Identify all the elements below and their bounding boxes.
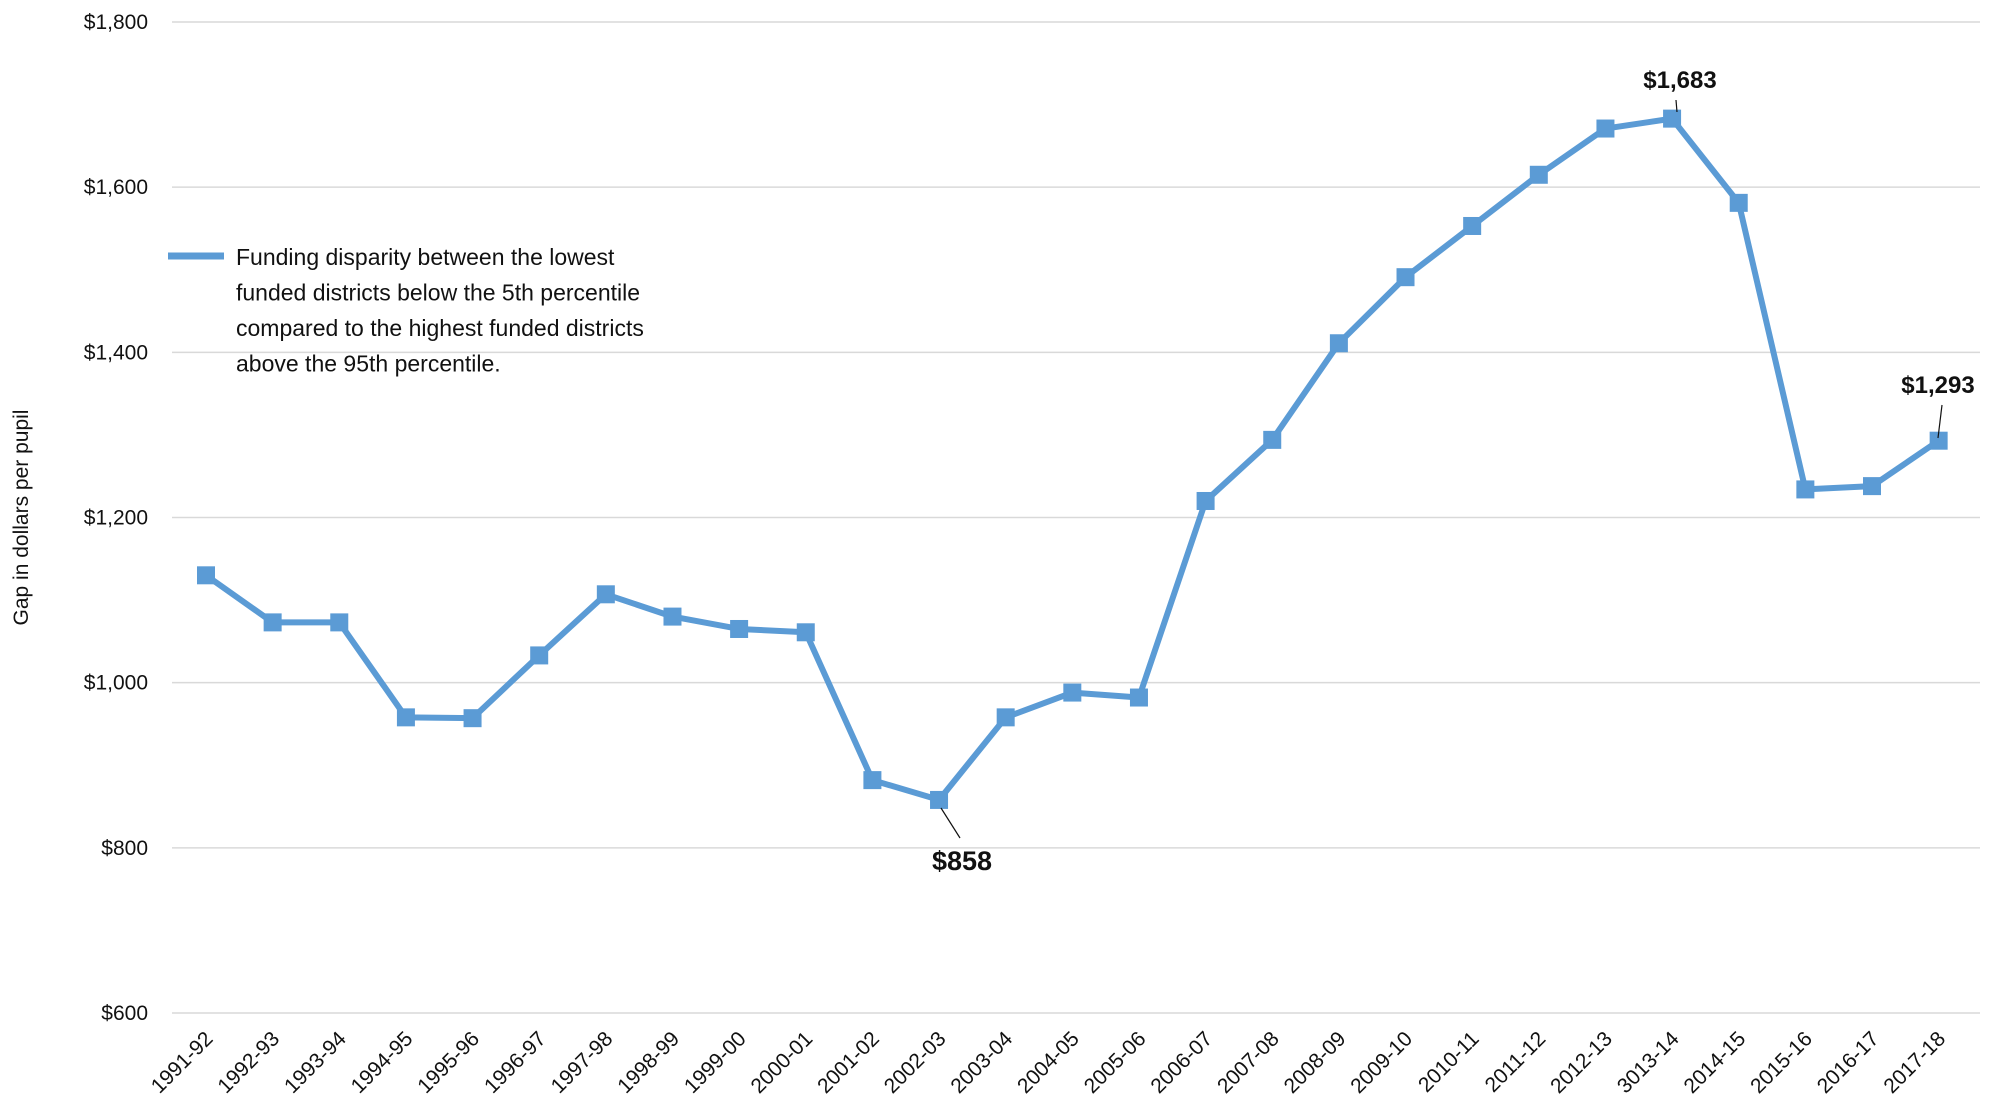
annotation-label: $1,683 [1643,67,1716,94]
x-tick-label: 2009-10 [1346,1027,1417,1098]
data-point-marker [1796,480,1815,499]
data-point-marker [730,619,749,638]
x-tick-label: 2012-13 [1546,1027,1617,1098]
annotation-label: $1,293 [1901,372,1974,399]
series-group [197,109,1948,809]
x-tick-label: 1999-00 [680,1027,751,1098]
x-tick-label: 2000-01 [747,1027,818,1098]
data-point-marker [263,613,282,632]
y-axis-label: Gap in dollars per pupil [10,410,33,626]
data-point-marker [1863,477,1881,496]
data-point-marker [596,585,615,604]
x-tick-label: 1994-95 [347,1027,418,1098]
data-point-marker [463,709,482,728]
y-tick-label: $1,600 [84,176,148,199]
x-tick-label: 2016-17 [1813,1027,1884,1098]
data-point-marker [1396,268,1415,287]
data-point-marker [1596,119,1615,138]
x-tick-label: 2014-15 [1679,1027,1750,1098]
x-tick-label: 1991-92 [147,1027,218,1098]
legend-label-line: Funding disparity between the lowest [236,244,615,270]
data-point-marker [996,708,1015,727]
data-point-marker [1063,683,1082,702]
legend-label-line: funded districts below the 5th percentil… [236,280,640,306]
legend-label-line: compared to the highest funded districts [236,315,644,341]
data-point-marker [1529,165,1548,184]
x-axis-ticks: 1991-921992-931993-941994-951995-961996-… [147,1027,1950,1098]
y-tick-label: $1,000 [84,672,148,695]
x-tick-label: 2003-04 [946,1027,1017,1098]
x-tick-label: 2011-12 [1481,1027,1551,1097]
data-point-marker [1196,491,1215,510]
x-tick-label: 1995-96 [413,1027,484,1098]
y-tick-label: $600 [101,1002,148,1025]
x-tick-label: 1998-99 [613,1027,684,1098]
x-tick-label: 2002-03 [880,1027,951,1098]
x-tick-label: 2007-08 [1213,1027,1284,1098]
y-tick-label: $800 [101,837,148,860]
data-point-marker [396,708,415,727]
annotation-leader-line [1937,404,1943,439]
data-point-marker [930,790,949,809]
legend-label-line: above the 95th percentile. [236,351,501,377]
y-tick-label: $1,200 [84,507,148,530]
data-point-marker [1729,193,1748,212]
x-tick-label: 3013-14 [1613,1027,1684,1098]
x-tick-label: 2001-02 [813,1027,884,1098]
x-tick-label: 1996-97 [480,1027,551,1098]
x-tick-label: 2017-18 [1879,1027,1950,1098]
data-point-marker [1463,216,1482,235]
annotation-label: $858 [932,846,992,876]
annotations: $858 $1,683 $1,293 [932,67,1975,876]
data-point-marker [530,646,549,665]
data-point-marker [1129,688,1148,707]
annotation-leader-line [1675,99,1678,113]
x-tick-label: 2010-11 [1414,1027,1484,1097]
data-point-marker [863,771,882,790]
x-tick-label: 2004-05 [1013,1027,1084,1098]
data-point-marker [1329,334,1348,353]
y-axis-ticks: $600 $800 $1,000 $1,200 $1,400 $1,600 $1,800 [84,11,148,1025]
annotation-leader-line [940,807,961,839]
gridlines [172,21,1980,1014]
x-tick-label: 2008-09 [1280,1027,1351,1098]
x-tick-label: 1993-94 [280,1027,351,1098]
x-tick-label: 1992-93 [213,1027,284,1098]
x-tick-label: 1997-98 [547,1027,618,1098]
x-tick-label: 2006-07 [1146,1027,1217,1098]
data-point-marker [796,623,815,642]
y-tick-label: $1,400 [84,341,148,364]
data-point-marker [197,566,215,585]
data-point-marker [1263,430,1282,449]
data-point-marker [1929,431,1948,450]
x-tick-label: 2005-06 [1080,1027,1151,1098]
y-tick-label: $1,800 [84,11,148,34]
x-tick-label: 2015-16 [1746,1027,1817,1098]
legend: Funding disparity between the lowest fund… [168,244,644,377]
data-point-marker [330,613,349,632]
data-point-marker [1663,109,1682,128]
data-point-marker [663,607,682,626]
